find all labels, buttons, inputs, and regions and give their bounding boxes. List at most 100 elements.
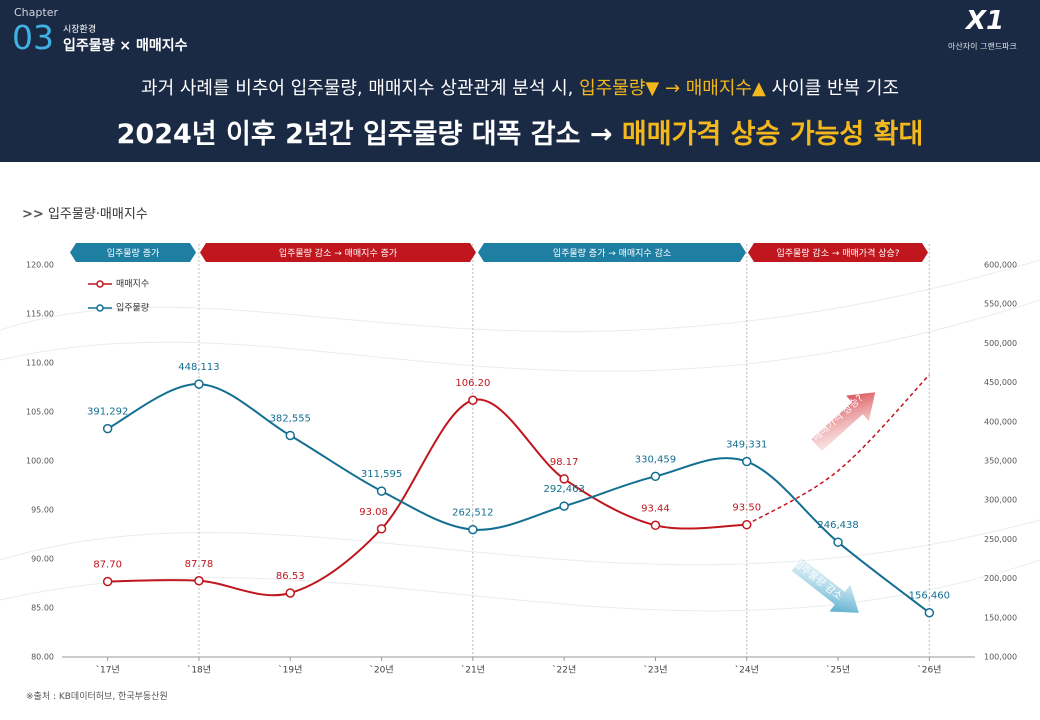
series-line	[107, 383, 930, 614]
y2-tick-label: 150,000	[984, 613, 1017, 622]
y-tick-label: 80.00	[31, 653, 54, 662]
x-tick-label: `21년	[461, 665, 485, 676]
headline-1: 과거 사례를 비추어 입주물량, 매매지수 상관관계 분석 시, 입주물량▼ →…	[0, 74, 1040, 100]
value-label: 87.70	[93, 560, 122, 571]
y2-tick-label: 300,000	[984, 496, 1017, 505]
point	[468, 395, 478, 405]
point	[376, 486, 387, 496]
y2-tick-label: 450,000	[984, 378, 1017, 387]
point	[559, 501, 569, 511]
y2-tick-label: 600,000	[984, 261, 1017, 270]
phase-banner	[200, 243, 476, 262]
phase-label: 입주물량 감소 → 매매지수 증가	[279, 247, 397, 259]
point	[468, 524, 478, 535]
point	[559, 474, 569, 484]
headline-2: 2024년 이후 2년간 입주물량 대폭 감소 → 매매가격 상승 가능성 확대	[0, 112, 1040, 151]
point	[102, 423, 113, 434]
x-tick-label: `18년	[187, 665, 211, 676]
y2-tick-label: 250,000	[984, 535, 1017, 544]
value-label: 349,331	[726, 440, 767, 451]
phase-banner	[70, 243, 196, 262]
value-label: 330,459	[635, 454, 676, 465]
y2-tick-label: 500,000	[984, 339, 1017, 348]
value-label: 382,555	[270, 413, 311, 424]
value-label: 86.53	[276, 571, 305, 582]
point	[833, 537, 843, 547]
value-label: 93.44	[641, 503, 670, 514]
topic: 입주물량 × 매매지수	[63, 38, 188, 54]
text: 사이클 반복 기조	[771, 78, 899, 99]
logo: X1	[966, 6, 1005, 36]
point	[194, 576, 204, 586]
y-tick-label: 115.00	[26, 310, 54, 319]
y2-tick-label: 550,000	[984, 300, 1017, 309]
y-tick-label: 110.00	[26, 359, 54, 368]
x-tick-label: `22년	[552, 665, 576, 676]
phase-banner	[478, 243, 746, 262]
y2-tick-label: 100,000	[984, 653, 1017, 662]
y2-tick-label: 200,000	[984, 574, 1017, 583]
section: 시장환경	[63, 25, 97, 35]
point	[650, 520, 661, 531]
x-tick-label: `19년	[278, 665, 302, 676]
point	[285, 588, 295, 598]
phase-label: 입주물량 감소 → 매매가격 상승?	[776, 247, 899, 259]
x-tick-label: `23년	[643, 665, 667, 676]
text: 2024년 이후 2년간 입주물량 대폭 감소 →	[116, 119, 613, 150]
value-label: 262,512	[452, 508, 493, 519]
x-tick-label: `20년	[369, 665, 393, 676]
point	[742, 456, 752, 467]
point	[102, 576, 113, 587]
text: 입주물량·매매지수	[47, 207, 148, 222]
value-label: 292,463	[543, 484, 584, 495]
chapter-number: 03	[12, 18, 54, 57]
legend-marker	[96, 280, 104, 288]
point	[924, 607, 935, 618]
point	[742, 519, 752, 530]
value-label: 156,460	[909, 591, 950, 602]
value-label: 106.20	[455, 378, 490, 389]
value-label: 93.50	[732, 503, 761, 514]
point	[650, 471, 661, 482]
y-tick-label: 120.00	[26, 261, 54, 270]
y-tick-label: 100.00	[26, 457, 54, 466]
y-tick-label: 105.00	[26, 408, 54, 417]
chapter: Chapter	[14, 6, 58, 19]
legend-label: 입주물량	[116, 302, 149, 314]
y2-tick-label: 400,000	[984, 417, 1017, 426]
value-label: 246,438	[817, 520, 858, 531]
text: 과거 사례를 비추어 입주물량, 매매지수 상관관계 분석 시,	[141, 78, 574, 99]
legend-marker	[96, 304, 104, 312]
y-tick-label: 85.00	[31, 604, 54, 613]
x-tick-label: `17년	[96, 665, 120, 676]
value-label: 448,113	[178, 362, 219, 373]
series-line	[107, 398, 747, 597]
x-tick-label: `26년	[917, 665, 941, 676]
value-label: 391,292	[87, 407, 128, 418]
annotation: 입주물량 감소	[791, 557, 845, 603]
projection-line	[746, 374, 930, 526]
brand: 아산자이 그랜드파크	[948, 42, 1017, 51]
value-label: 98.17	[550, 457, 579, 468]
value-label: 311,595	[361, 469, 402, 480]
phase-banner	[748, 243, 928, 262]
y-tick-label: 95.00	[31, 506, 54, 515]
x-tick-label: `24년	[735, 665, 759, 676]
section-title: >> 입주물량·매매지수	[22, 207, 148, 222]
background-waves	[0, 259, 1040, 612]
value-label: 93.08	[359, 507, 388, 518]
point	[194, 379, 204, 389]
y2-tick-label: 350,000	[984, 457, 1017, 466]
x-tick-label: `25년	[826, 665, 850, 676]
arrow-up	[811, 392, 876, 452]
arrow-down	[791, 557, 859, 613]
source: ※출처 : KB데이터허브, 한국부동산원	[26, 692, 168, 702]
phase-label: 입주물량 증가	[107, 247, 160, 259]
highlight: 입주물량▼ → 매매지수▲	[579, 78, 766, 99]
phase-label: 입주물량 증가 → 매매지수 감소	[553, 247, 671, 259]
header: Chapter 03 시장환경 입주물량 × 매매지수 X1 아산자이 그랜드파…	[0, 0, 1040, 162]
y-tick-label: 90.00	[31, 555, 54, 564]
legend-label: 매매지수	[116, 279, 149, 290]
value-label: 87.78	[185, 559, 214, 570]
